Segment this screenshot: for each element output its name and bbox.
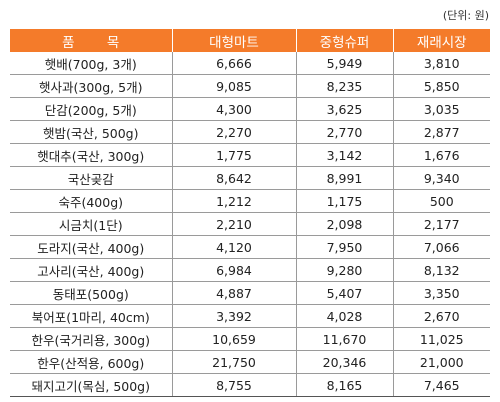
cell-traditional-market: 3,350 <box>392 281 490 305</box>
cell-mid-supermarket: 8,235 <box>295 74 393 98</box>
cell-large-mart: 21,750 <box>171 350 296 374</box>
cell-traditional-market: 2,670 <box>392 304 490 328</box>
cell-mid-supermarket: 4,028 <box>295 304 393 328</box>
cell-large-mart: 1,775 <box>171 143 296 167</box>
cell-large-mart: 4,887 <box>171 281 296 305</box>
table-row: 햇배(700g, 3개) 6,666 5,949 3,810 <box>10 52 490 75</box>
table-row: 동태포(500g) 4,887 5,407 3,350 <box>10 281 490 305</box>
cell-mid-supermarket: 2,098 <box>295 212 393 236</box>
table-row: 한우(국거리용, 300g) 10,659 11,670 11,025 <box>10 327 490 351</box>
cell-traditional-market: 8,132 <box>392 258 490 282</box>
cell-traditional-market: 2,177 <box>392 212 490 236</box>
cell-item: 단감(200g, 5개) <box>10 97 172 121</box>
cell-traditional-market: 1,676 <box>392 143 490 167</box>
cell-large-mart: 3,392 <box>171 304 296 328</box>
cell-item: 한우(국거리용, 300g) <box>10 327 172 351</box>
table-row: 고사리(국산, 400g) 6,984 9,280 8,132 <box>10 258 490 282</box>
cell-traditional-market: 3,810 <box>392 52 490 75</box>
cell-mid-supermarket: 5,407 <box>295 281 393 305</box>
cell-traditional-market: 7,066 <box>392 235 490 259</box>
header-traditional-market: 재래시장 <box>392 29 490 52</box>
table-row: 돼지고기(목심, 500g) 8,755 8,165 7,465 <box>10 373 490 397</box>
cell-large-mart: 8,642 <box>171 166 296 190</box>
cell-item: 도라지(국산, 400g) <box>10 235 172 259</box>
cell-item: 돼지고기(목심, 500g) <box>10 373 172 397</box>
cell-mid-supermarket: 8,165 <box>295 373 393 397</box>
cell-large-mart: 6,984 <box>171 258 296 282</box>
cell-item: 햇사과(300g, 5개) <box>10 74 172 98</box>
table-row: 햇밤(국산, 500g) 2,270 2,770 2,877 <box>10 120 490 144</box>
unit-note: (단위: 원) <box>442 9 489 22</box>
table-row: 도라지(국산, 400g) 4,120 7,950 7,066 <box>10 235 490 259</box>
cell-mid-supermarket: 11,670 <box>295 327 393 351</box>
cell-item: 고사리(국산, 400g) <box>10 258 172 282</box>
cell-mid-supermarket: 7,950 <box>295 235 393 259</box>
cell-item: 햇대추(국산, 300g) <box>10 143 172 167</box>
cell-large-mart: 1,212 <box>171 189 296 213</box>
table-row: 햇사과(300g, 5개) 9,085 8,235 5,850 <box>10 74 490 98</box>
cell-item: 북어포(1마리, 40cm) <box>10 304 172 328</box>
header-large-mart: 대형마트 <box>171 29 296 52</box>
table-row: 북어포(1마리, 40cm) 3,392 4,028 2,670 <box>10 304 490 328</box>
header-mid-supermarket: 중형슈퍼 <box>295 29 393 52</box>
cell-item: 시금치(1단) <box>10 212 172 236</box>
table-row: 한우(산적용, 600g) 21,750 20,346 21,000 <box>10 350 490 374</box>
cell-mid-supermarket: 8,991 <box>295 166 393 190</box>
cell-traditional-market: 5,850 <box>392 74 490 98</box>
cell-large-mart: 6,666 <box>171 52 296 75</box>
table-row: 햇대추(국산, 300g) 1,775 3,142 1,676 <box>10 143 490 167</box>
cell-large-mart: 10,659 <box>171 327 296 351</box>
cell-large-mart: 9,085 <box>171 74 296 98</box>
price-comparison-table: 품 목 대형마트 중형슈퍼 재래시장 햇배(700g, 3개) 6,666 5,94… <box>10 29 490 397</box>
cell-traditional-market: 7,465 <box>392 373 490 397</box>
table-row: 숙주(400g) 1,212 1,175 500 <box>10 189 490 213</box>
cell-large-mart: 8,755 <box>171 373 296 397</box>
cell-mid-supermarket: 9,280 <box>295 258 393 282</box>
cell-mid-supermarket: 1,175 <box>295 189 393 213</box>
cell-item: 숙주(400g) <box>10 189 172 213</box>
header-item: 품 목 <box>10 29 172 52</box>
cell-item: 햇밤(국산, 500g) <box>10 120 172 144</box>
header-row: 품 목 대형마트 중형슈퍼 재래시장 <box>10 29 490 52</box>
cell-large-mart: 4,300 <box>171 97 296 121</box>
cell-traditional-market: 3,035 <box>392 97 490 121</box>
cell-mid-supermarket: 20,346 <box>295 350 393 374</box>
cell-item: 햇배(700g, 3개) <box>10 52 172 75</box>
cell-item: 한우(산적용, 600g) <box>10 350 172 374</box>
cell-traditional-market: 11,025 <box>392 327 490 351</box>
cell-mid-supermarket: 5,949 <box>295 52 393 75</box>
table-row: 국산곶감 8,642 8,991 9,340 <box>10 166 490 190</box>
cell-mid-supermarket: 2,770 <box>295 120 393 144</box>
cell-mid-supermarket: 3,142 <box>295 143 393 167</box>
table-body: 햇배(700g, 3개) 6,666 5,949 3,810 햇사과(300g, 5개)… <box>10 52 490 397</box>
cell-mid-supermarket: 3,625 <box>295 97 393 121</box>
cell-traditional-market: 9,340 <box>392 166 490 190</box>
cell-large-mart: 2,270 <box>171 120 296 144</box>
cell-traditional-market: 500 <box>392 189 490 213</box>
cell-item: 동태포(500g) <box>10 281 172 305</box>
cell-item: 국산곶감 <box>10 166 172 190</box>
cell-large-mart: 2,210 <box>171 212 296 236</box>
table-row: 단감(200g, 5개) 4,300 3,625 3,035 <box>10 97 490 121</box>
cell-large-mart: 4,120 <box>171 235 296 259</box>
cell-traditional-market: 21,000 <box>392 350 490 374</box>
cell-traditional-market: 2,877 <box>392 120 490 144</box>
table-row: 시금치(1단) 2,210 2,098 2,177 <box>10 212 490 236</box>
